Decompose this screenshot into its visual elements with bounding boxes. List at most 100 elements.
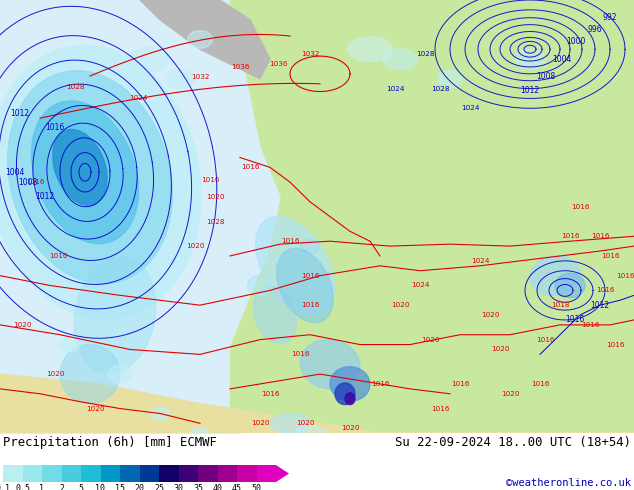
Text: 1016: 1016 — [591, 233, 609, 239]
Text: 1020: 1020 — [421, 337, 439, 343]
Polygon shape — [0, 374, 634, 433]
Text: 40: 40 — [212, 484, 223, 490]
Text: 1012: 1012 — [521, 86, 540, 95]
Text: 30: 30 — [174, 484, 183, 490]
Text: 1020: 1020 — [340, 425, 359, 431]
Polygon shape — [230, 0, 634, 433]
Bar — [179, 465, 198, 482]
Text: 992: 992 — [603, 13, 618, 22]
Text: 1016: 1016 — [560, 233, 579, 239]
Text: 1028: 1028 — [430, 86, 450, 92]
Ellipse shape — [108, 365, 133, 383]
Text: 1016: 1016 — [581, 322, 599, 328]
Text: 1016: 1016 — [301, 302, 320, 308]
Text: 1020: 1020 — [251, 420, 269, 426]
Ellipse shape — [53, 129, 107, 205]
Text: 1020: 1020 — [491, 346, 509, 352]
Ellipse shape — [60, 344, 120, 404]
Ellipse shape — [130, 47, 170, 72]
Text: 1016: 1016 — [49, 253, 67, 259]
Text: 5: 5 — [79, 484, 84, 490]
Text: 1020: 1020 — [186, 243, 204, 249]
Text: 1020: 1020 — [391, 302, 410, 308]
Text: 10: 10 — [96, 484, 105, 490]
Ellipse shape — [188, 30, 212, 48]
Text: 1016: 1016 — [605, 342, 624, 347]
Text: 1008: 1008 — [536, 73, 555, 81]
Text: 1028: 1028 — [416, 51, 434, 57]
Text: 15: 15 — [115, 484, 125, 490]
Text: 1016: 1016 — [371, 381, 389, 387]
Ellipse shape — [382, 49, 418, 69]
Text: 1020: 1020 — [46, 371, 64, 377]
Text: 1016: 1016 — [531, 381, 549, 387]
Text: 1016: 1016 — [601, 253, 619, 259]
Text: 1024: 1024 — [411, 283, 429, 289]
Ellipse shape — [0, 45, 201, 319]
Ellipse shape — [276, 248, 333, 323]
Text: 1020: 1020 — [295, 420, 314, 426]
Text: 1016: 1016 — [261, 391, 279, 397]
Text: 1020: 1020 — [13, 322, 31, 328]
Text: 1004: 1004 — [552, 54, 572, 64]
Text: 1020: 1020 — [481, 312, 499, 318]
Text: 1016: 1016 — [281, 238, 299, 244]
Ellipse shape — [41, 279, 59, 293]
Ellipse shape — [335, 383, 355, 405]
Bar — [120, 465, 139, 482]
Text: 1004: 1004 — [5, 168, 25, 177]
Ellipse shape — [330, 367, 370, 401]
Text: 996: 996 — [588, 25, 602, 34]
Text: 1000: 1000 — [566, 37, 586, 46]
Bar — [217, 465, 237, 482]
Ellipse shape — [165, 69, 195, 89]
Text: 1028: 1028 — [66, 84, 84, 90]
Text: 1032: 1032 — [301, 51, 320, 57]
Bar — [198, 465, 217, 482]
Text: Su 22-09-2024 18..00 UTC (18+54): Su 22-09-2024 18..00 UTC (18+54) — [395, 436, 631, 449]
Ellipse shape — [254, 287, 297, 343]
Text: 1016: 1016 — [616, 272, 634, 279]
Text: 1036: 1036 — [231, 64, 249, 70]
Ellipse shape — [300, 340, 360, 389]
Text: 1024: 1024 — [385, 86, 404, 92]
Polygon shape — [0, 0, 200, 433]
Bar — [3, 465, 22, 482]
Text: 1016: 1016 — [301, 272, 320, 279]
Text: 1036: 1036 — [269, 61, 287, 67]
Bar — [237, 465, 257, 482]
Text: 20: 20 — [134, 484, 145, 490]
Text: Precipitation (6h) [mm] ECMWF: Precipitation (6h) [mm] ECMWF — [3, 436, 217, 449]
Text: 1016: 1016 — [566, 316, 585, 324]
Bar — [42, 465, 61, 482]
Text: 1018: 1018 — [551, 302, 569, 308]
Bar — [22, 465, 42, 482]
Ellipse shape — [295, 426, 325, 441]
Ellipse shape — [247, 276, 273, 295]
Ellipse shape — [300, 239, 320, 253]
Text: 1016: 1016 — [536, 337, 554, 343]
Ellipse shape — [530, 256, 580, 295]
Text: 1012: 1012 — [10, 109, 30, 118]
Text: 1024: 1024 — [471, 258, 489, 264]
Ellipse shape — [32, 101, 139, 244]
Text: 1016: 1016 — [430, 406, 450, 412]
Text: 35: 35 — [193, 484, 203, 490]
Ellipse shape — [347, 37, 392, 62]
Text: 1028: 1028 — [206, 219, 224, 224]
Ellipse shape — [60, 337, 80, 352]
Ellipse shape — [555, 273, 585, 298]
Text: 1024: 1024 — [129, 96, 147, 101]
Text: 1016: 1016 — [46, 123, 65, 132]
Text: 2: 2 — [59, 484, 64, 490]
Ellipse shape — [270, 414, 310, 433]
Text: 1: 1 — [39, 484, 44, 490]
Text: 1012: 1012 — [590, 301, 609, 310]
Ellipse shape — [74, 256, 156, 373]
Text: 1020: 1020 — [206, 194, 224, 200]
Text: 1020: 1020 — [501, 391, 519, 397]
Bar — [257, 465, 276, 482]
Text: ©weatheronline.co.uk: ©weatheronline.co.uk — [506, 478, 631, 488]
Text: 1008: 1008 — [18, 177, 37, 187]
Bar — [159, 465, 179, 482]
